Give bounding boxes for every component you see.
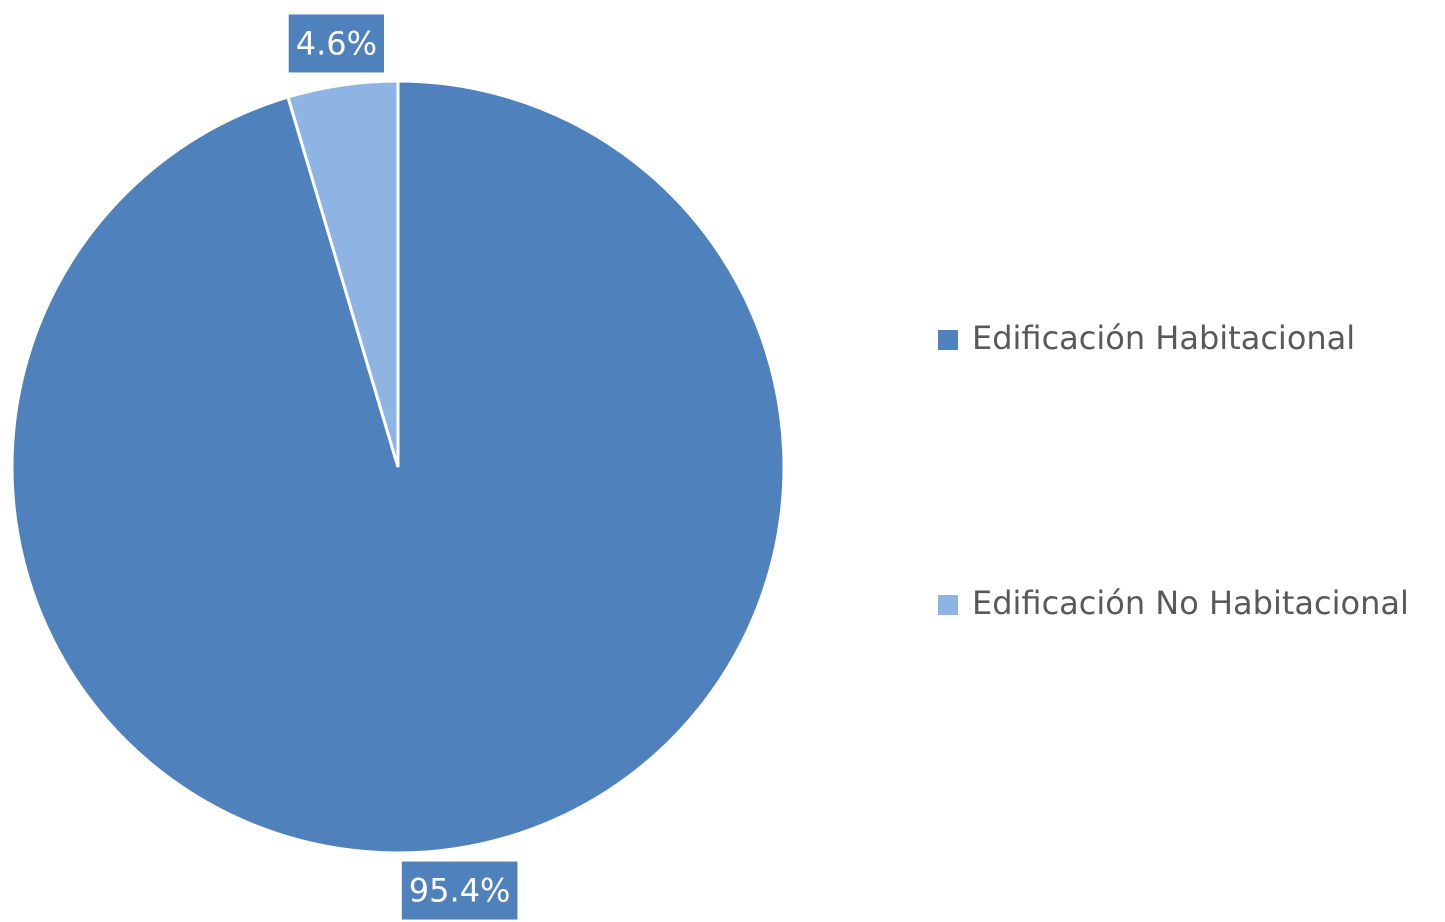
legend-label: Edificación Habitacional xyxy=(972,319,1355,357)
legend-label: Edificación No Habitacional xyxy=(972,584,1409,622)
legend-swatch xyxy=(938,330,958,350)
legend-swatch xyxy=(938,595,958,615)
data-label: 95.4% xyxy=(409,872,511,910)
data-label-box xyxy=(401,861,518,920)
data-label: 4.6% xyxy=(296,24,377,62)
pie-slice xyxy=(286,79,400,468)
data-label-box xyxy=(288,14,385,73)
